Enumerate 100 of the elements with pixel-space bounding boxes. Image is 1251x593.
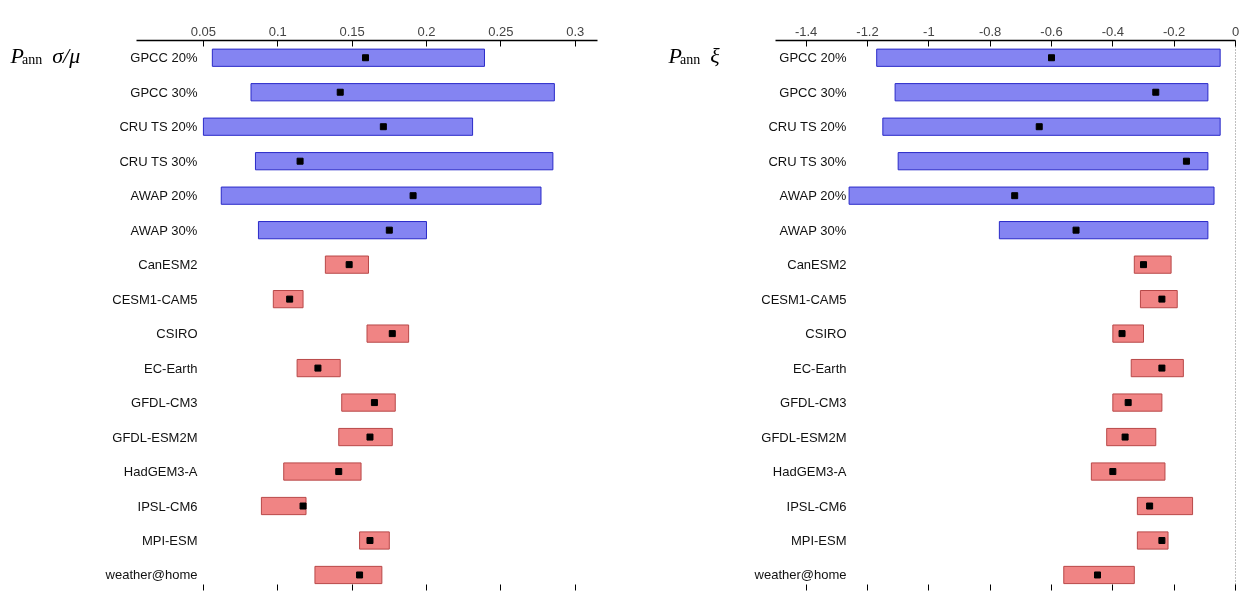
chart-title: Pann σ/μ bbox=[9, 42, 81, 68]
point bbox=[356, 571, 364, 579]
bar bbox=[894, 83, 1209, 102]
x-tick-label: 0 bbox=[1231, 23, 1240, 39]
bar bbox=[848, 186, 1215, 205]
category-label: GPCC 20% bbox=[130, 50, 198, 66]
x-tick-label: 0.3 bbox=[566, 23, 585, 39]
category-label: GPCC 30% bbox=[779, 84, 847, 100]
x-tick-label: -1.2 bbox=[856, 23, 879, 39]
bar bbox=[897, 152, 1209, 171]
bar bbox=[1063, 565, 1135, 585]
point bbox=[388, 330, 396, 338]
bar bbox=[1106, 427, 1157, 447]
x-tick-label: 0.15 bbox=[339, 23, 365, 39]
point bbox=[1094, 571, 1101, 579]
bar bbox=[283, 462, 362, 481]
category-label: CRU TS 20% bbox=[768, 119, 847, 135]
category-label: GFDL-CM3 bbox=[780, 395, 847, 411]
x-tick-label: -0.2 bbox=[1162, 23, 1186, 39]
category-label: IPSL-CM6 bbox=[137, 498, 198, 514]
x-tick-label: -0.8 bbox=[978, 23, 1002, 39]
bar bbox=[998, 221, 1209, 240]
point bbox=[1048, 54, 1055, 62]
point bbox=[1109, 468, 1117, 476]
category-label: CSIRO bbox=[805, 326, 847, 342]
category-label: MPI-ESM bbox=[790, 533, 847, 548]
category-label: HadGEM3-A bbox=[772, 464, 847, 480]
bar bbox=[1136, 496, 1194, 516]
x-tick-label: -1.4 bbox=[794, 23, 818, 39]
category-label: GFDL-CM3 bbox=[131, 395, 198, 411]
point bbox=[336, 88, 344, 96]
category-label: CRU TS 30% bbox=[768, 153, 847, 169]
bar bbox=[1090, 462, 1166, 481]
point bbox=[370, 399, 378, 407]
x-tick-label: -1 bbox=[923, 23, 935, 39]
point bbox=[1182, 157, 1190, 165]
bar bbox=[314, 565, 383, 585]
x-tick-label: 0.2 bbox=[417, 23, 436, 39]
point bbox=[1158, 537, 1166, 544]
x-tick-label: -0.4 bbox=[1101, 23, 1125, 39]
point bbox=[385, 226, 393, 234]
point bbox=[299, 502, 307, 510]
category-label: CanESM2 bbox=[787, 257, 847, 273]
category-label: weather@home bbox=[105, 567, 198, 583]
category-label: AWAP 20% bbox=[779, 188, 847, 204]
x-tick-label: 0.05 bbox=[190, 23, 217, 39]
bar bbox=[1139, 290, 1178, 309]
bar bbox=[296, 358, 341, 378]
category-label: AWAP 30% bbox=[779, 222, 847, 238]
bar bbox=[1130, 358, 1184, 378]
chart-title: Pann ξ bbox=[667, 42, 721, 68]
bar bbox=[254, 152, 554, 171]
bar bbox=[324, 255, 369, 274]
category-label: CRU TS 20% bbox=[119, 119, 198, 135]
bar bbox=[1112, 393, 1163, 412]
x-tick-label: -0.6 bbox=[1040, 23, 1063, 39]
category-label: GFDL-ESM2M bbox=[761, 429, 847, 445]
bar bbox=[250, 83, 555, 102]
point bbox=[314, 364, 322, 372]
category-label: EC-Earth bbox=[144, 360, 198, 376]
point bbox=[409, 192, 417, 200]
x-tick-label: 0.25 bbox=[488, 23, 514, 39]
category-label: CESM1-CAM5 bbox=[112, 291, 198, 307]
point bbox=[1124, 399, 1132, 407]
bar bbox=[211, 48, 485, 67]
point bbox=[366, 433, 374, 441]
category-label: GFDL-ESM2M bbox=[112, 429, 198, 445]
bar bbox=[1133, 255, 1172, 274]
bar bbox=[338, 427, 393, 447]
category-label: AWAP 30% bbox=[130, 222, 198, 238]
category-label: CanESM2 bbox=[138, 257, 198, 273]
point bbox=[1146, 502, 1154, 510]
point bbox=[362, 54, 370, 62]
point bbox=[1118, 330, 1126, 338]
point bbox=[1140, 261, 1147, 269]
bar bbox=[257, 221, 427, 240]
category-label: EC-Earth bbox=[793, 360, 847, 376]
category-label: CRU TS 30% bbox=[119, 153, 198, 169]
point bbox=[1158, 295, 1166, 303]
category-label: GPCC 20% bbox=[779, 50, 847, 66]
point bbox=[1072, 226, 1080, 234]
category-label: CESM1-CAM5 bbox=[761, 291, 847, 307]
x-tick-label: 0.1 bbox=[268, 23, 287, 39]
bar bbox=[202, 117, 474, 136]
category-label: HadGEM3-A bbox=[123, 464, 198, 480]
point bbox=[345, 261, 353, 269]
point bbox=[1121, 433, 1129, 441]
category-label: CSIRO bbox=[156, 326, 198, 342]
point bbox=[1158, 364, 1166, 372]
point bbox=[1011, 192, 1019, 200]
category-label: AWAP 20% bbox=[130, 188, 198, 204]
bar bbox=[341, 393, 396, 412]
category-label: IPSL-CM6 bbox=[786, 498, 847, 514]
bar bbox=[882, 117, 1221, 136]
bar bbox=[876, 48, 1221, 67]
point bbox=[1152, 88, 1160, 96]
point bbox=[1035, 123, 1043, 131]
point bbox=[296, 157, 304, 165]
point bbox=[366, 537, 374, 544]
category-label: MPI-ESM bbox=[141, 533, 198, 548]
